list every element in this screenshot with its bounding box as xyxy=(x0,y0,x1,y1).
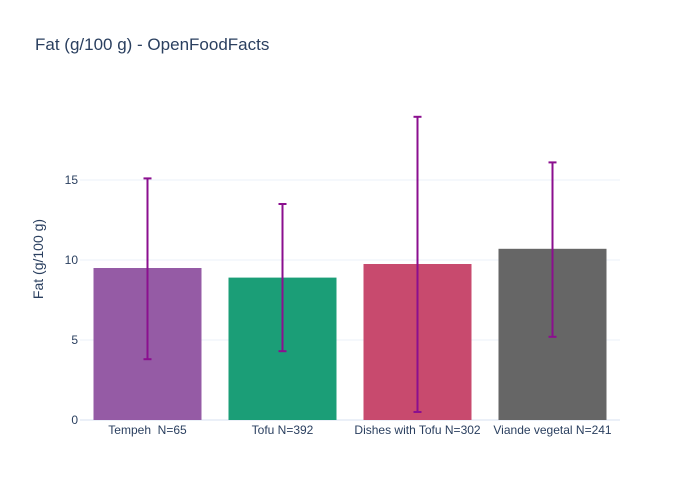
y-tick-label: 5 xyxy=(71,333,78,347)
y-tick-label: 15 xyxy=(65,173,79,187)
y-axis-label: Fat (g/100 g) xyxy=(30,219,46,299)
bars xyxy=(93,248,607,420)
x-tick-labels: Tempeh N=65 Tofu N=392 Dishes with Tofu N=… xyxy=(108,423,612,437)
error-bar xyxy=(278,203,287,353)
error-bar xyxy=(143,177,152,361)
x-tick-label: Tofu N=392 xyxy=(252,423,314,437)
x-tick-label: Tempeh N=65 xyxy=(108,423,187,437)
y-tick-label: 10 xyxy=(65,253,79,267)
error-bar xyxy=(548,161,557,338)
x-tick-label: Dishes with Tofu N=302 xyxy=(354,423,481,437)
x-tick-label: Viande vegetal N=241 xyxy=(493,423,612,437)
error-bars xyxy=(143,115,557,413)
y-tick-labels: 0 5 10 15 xyxy=(65,173,79,427)
chart-title: Fat (g/100 g) - OpenFoodFacts xyxy=(35,35,269,54)
y-tick-label: 0 xyxy=(71,413,78,427)
error-bar xyxy=(413,115,422,413)
